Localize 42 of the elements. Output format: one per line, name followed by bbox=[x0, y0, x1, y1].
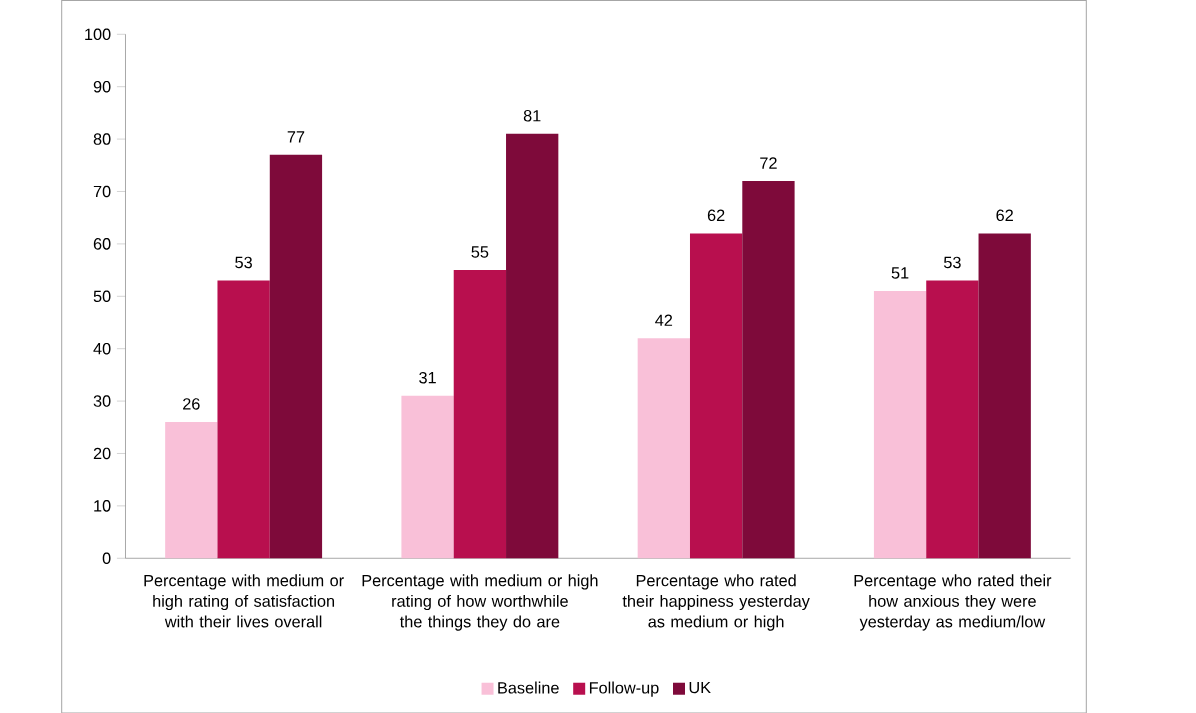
bar bbox=[689, 233, 743, 559]
data-label: 53 bbox=[943, 256, 961, 268]
bar bbox=[453, 269, 507, 559]
bar bbox=[506, 133, 559, 559]
data-label: 77 bbox=[287, 131, 305, 143]
bar bbox=[873, 290, 927, 559]
legend-label: Baseline bbox=[498, 681, 559, 694]
y-tick-label: 20 bbox=[93, 447, 111, 460]
data-label: 26 bbox=[183, 397, 200, 410]
y-tick-label: 60 bbox=[93, 237, 111, 250]
y-tick-label: 40 bbox=[93, 342, 111, 355]
data-label: 51 bbox=[891, 267, 909, 279]
legend-label: UK bbox=[689, 681, 711, 694]
y-tick-label: 90 bbox=[93, 80, 111, 93]
y-tick-label: 100 bbox=[85, 28, 111, 40]
data-label: 62 bbox=[707, 209, 725, 221]
data-label: 81 bbox=[523, 109, 541, 122]
x-tick-label: Percentage who rated their happiness yesterday as medium or high bbox=[622, 574, 810, 631]
bar bbox=[637, 337, 690, 559]
bar bbox=[165, 421, 218, 559]
x-tick-label: Percentage with medium or high rating of satisfaction with their lives overall bbox=[144, 574, 344, 628]
y-tick-label: 30 bbox=[93, 395, 111, 407]
y-tick-label: 0 bbox=[102, 552, 111, 564]
bar bbox=[217, 280, 270, 559]
bar bbox=[401, 395, 454, 559]
x-tick-label: Percentage who rated their how anxious they were yesterday as medium/low bbox=[854, 574, 1052, 631]
data-label: 62 bbox=[996, 209, 1013, 221]
bar bbox=[926, 280, 979, 559]
data-label: 72 bbox=[760, 157, 777, 169]
y-tick-label: 70 bbox=[93, 185, 111, 198]
legend-label: Follow-up bbox=[589, 681, 659, 697]
data-label: 55 bbox=[471, 246, 489, 258]
y-tick-label: 80 bbox=[93, 133, 111, 145]
bar bbox=[978, 233, 1031, 559]
bar bbox=[269, 154, 323, 559]
x-tick-label: Percentage with medium or high rating of how worthwhile the things they do are bbox=[362, 574, 598, 631]
data-label: 53 bbox=[235, 256, 252, 268]
data-label: 42 bbox=[655, 314, 673, 326]
bar bbox=[742, 180, 795, 559]
y-tick-label: 50 bbox=[93, 290, 111, 302]
data-label: 31 bbox=[419, 371, 436, 384]
y-tick-label: 10 bbox=[94, 499, 111, 512]
